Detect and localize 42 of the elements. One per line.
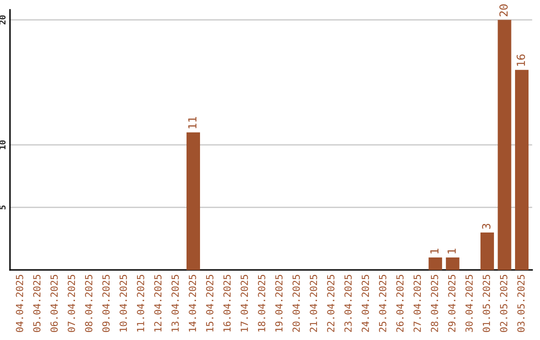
data-label: 1 — [448, 248, 456, 254]
x-tick-label: 13.04.2025 — [171, 274, 179, 332]
x-tick-label: 28.04.2025 — [430, 274, 438, 332]
x-tick-label: 02.05.2025 — [500, 274, 508, 332]
bar — [498, 20, 512, 270]
data-label: 1 — [430, 248, 438, 254]
bar — [515, 70, 529, 270]
x-tick-label: 11.04.2025 — [136, 274, 144, 332]
bar — [186, 132, 200, 270]
x-tick-label: 18.04.2025 — [258, 274, 266, 332]
x-tick-label: 10.04.2025 — [120, 274, 127, 332]
x-tick-label: 22.04.2025 — [327, 274, 334, 332]
x-tick-label: 29.04.2025 — [448, 274, 456, 332]
x-tick-label: 03.05.2025 — [517, 274, 525, 332]
x-tick-label: 01.05.2025 — [482, 274, 490, 332]
x-tick-label: 19.04.2025 — [275, 274, 283, 332]
x-tick-label: 09.04.2025 — [102, 274, 110, 332]
bar — [480, 232, 494, 270]
x-tick-label: 06.04.2025 — [50, 274, 58, 332]
x-tick-label: 14.04.2025 — [188, 274, 196, 332]
x-tick-label: 26.04.2025 — [396, 274, 404, 332]
data-label: 11 — [188, 117, 196, 128]
data-label: 3 — [482, 224, 490, 229]
x-tick-label: 07.04.2025 — [68, 274, 76, 332]
bar — [428, 257, 442, 270]
x-tick-label: 20.04.2025 — [292, 274, 300, 332]
x-tick-label: 05.04.2025 — [33, 274, 40, 332]
bar — [446, 257, 460, 270]
x-tick-label: 23.04.2025 — [344, 274, 352, 332]
x-tick-label: 24.04.2025 — [362, 274, 370, 332]
x-tick-label: 25.04.2025 — [378, 274, 386, 332]
x-tick-label: 12.04.2025 — [154, 274, 162, 332]
x-tick-label: 17.04.2025 — [240, 274, 248, 332]
data-label: 16 — [516, 54, 526, 66]
x-tick-label: 08.04.2025 — [85, 274, 92, 332]
x-tick-label: 04.04.2025 — [16, 274, 24, 332]
x-tick-label: 27.04.2025 — [414, 274, 421, 332]
x-tick-label: 21.04.2025 — [310, 274, 318, 332]
x-tick-label: 16.04.2025 — [223, 274, 231, 332]
x-tick-label: 30.04.2025 — [465, 274, 473, 332]
data-label: 20 — [499, 4, 508, 16]
x-tick-label: 15.04.2025 — [206, 274, 214, 332]
